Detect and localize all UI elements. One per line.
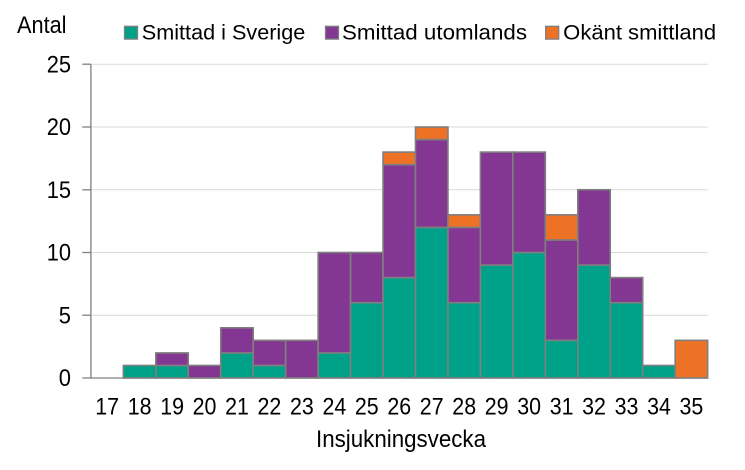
svg-text:25: 25: [47, 52, 71, 79]
svg-text:15: 15: [47, 177, 71, 204]
svg-text:Antal: Antal: [17, 12, 67, 39]
svg-text:24: 24: [323, 394, 347, 421]
svg-text:21: 21: [225, 394, 249, 421]
svg-text:22: 22: [258, 394, 282, 421]
svg-text:30: 30: [517, 394, 541, 421]
svg-text:5: 5: [59, 302, 71, 329]
svg-text:34: 34: [647, 394, 671, 421]
svg-text:20: 20: [193, 394, 217, 421]
svg-text:Smittad i Sverige: Smittad i Sverige: [142, 21, 305, 45]
svg-text:10: 10: [47, 240, 71, 267]
svg-text:27: 27: [420, 394, 444, 421]
svg-text:Smittad utomlands: Smittad utomlands: [342, 21, 527, 45]
svg-text:0: 0: [59, 365, 71, 392]
svg-text:20: 20: [47, 114, 71, 141]
svg-text:33: 33: [615, 394, 639, 421]
svg-text:25: 25: [355, 394, 379, 421]
svg-text:26: 26: [387, 394, 411, 421]
svg-text:19: 19: [160, 394, 184, 421]
svg-text:18: 18: [128, 394, 152, 421]
svg-text:35: 35: [680, 394, 704, 421]
svg-text:31: 31: [550, 394, 574, 421]
svg-text:28: 28: [452, 394, 476, 421]
svg-text:29: 29: [485, 394, 509, 421]
svg-text:23: 23: [290, 394, 314, 421]
svg-text:Insjukningsvecka: Insjukningsvecka: [316, 426, 487, 453]
svg-text:Okänt smittland: Okänt smittland: [563, 21, 716, 45]
svg-text:17: 17: [95, 394, 119, 421]
svg-text:32: 32: [582, 394, 606, 421]
